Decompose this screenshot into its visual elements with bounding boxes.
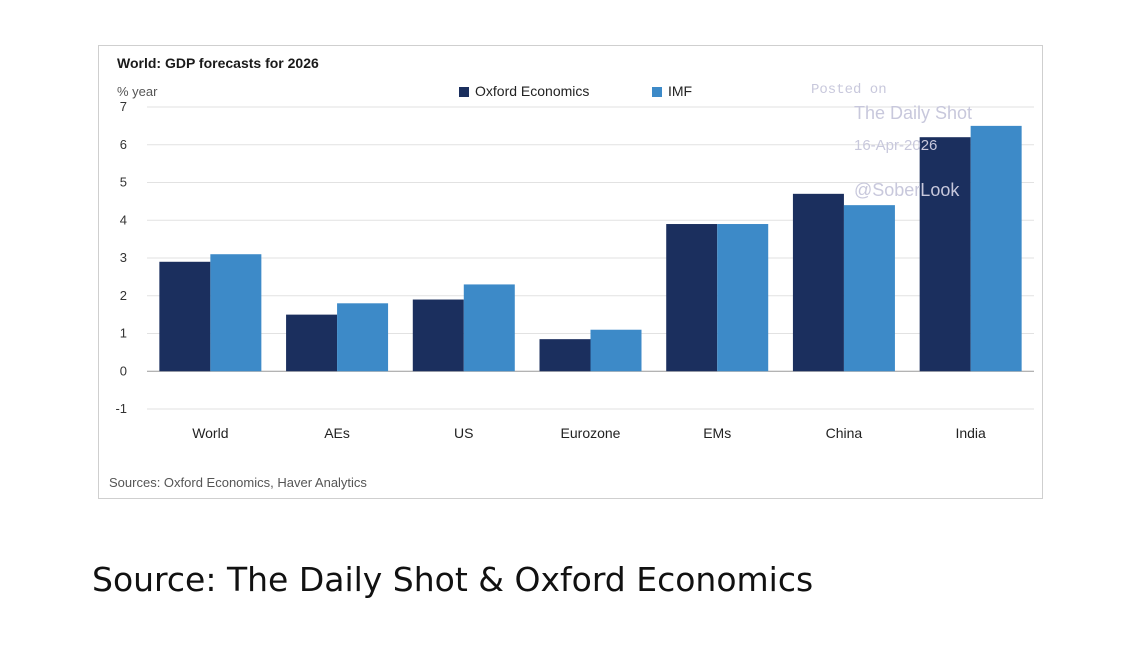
legend-swatch-oxford-economics (459, 87, 469, 97)
bar-oxford-economics-aes (286, 314, 338, 372)
bar-imf-china (843, 205, 895, 372)
watermark-line-1: Posted on (811, 82, 887, 98)
legend: Oxford Economics IMF (459, 83, 692, 99)
y-tick-label: 6 (120, 137, 127, 152)
y-axis-ticks: -1 0 1 2 3 4 5 6 7 (115, 99, 127, 416)
bar-oxford-economics-china (792, 193, 844, 372)
bars (159, 125, 1022, 372)
bar-imf-ems (717, 224, 769, 372)
bar-oxford-economics-india (919, 137, 971, 372)
x-category-label: US (454, 425, 473, 441)
bar-oxford-economics-ems (666, 224, 718, 372)
x-category-label: World (192, 425, 228, 441)
chart-panel: World: GDP forecasts for 2026 % year -1 0… (98, 45, 1043, 499)
bar-imf-india (970, 125, 1022, 372)
bar-imf-us (463, 284, 515, 372)
gdp-forecast-chart: World: GDP forecasts for 2026 % year -1 0… (109, 55, 1034, 490)
y-axis-unit-label: % year (117, 84, 158, 99)
chart-title: World: GDP forecasts for 2026 (117, 55, 319, 71)
source-note: Sources: Oxford Economics, Haver Analyti… (109, 475, 367, 490)
bar-oxford-economics-us (412, 299, 464, 372)
y-tick-label: 5 (120, 175, 127, 190)
watermark-line-4: @SoberLook (854, 180, 960, 200)
bar-imf-aes (337, 303, 389, 372)
bar-imf-world (210, 254, 262, 372)
y-tick-label: 1 (120, 326, 127, 341)
bar-oxford-economics-eurozone (539, 339, 591, 372)
y-tick-label: 3 (120, 250, 127, 265)
legend-label-oxford-economics: Oxford Economics (475, 83, 589, 99)
legend-label-imf: IMF (668, 83, 692, 99)
x-category-label: AEs (324, 425, 350, 441)
y-tick-label: 0 (120, 363, 127, 378)
x-category-label: Eurozone (561, 425, 621, 441)
x-category-label: India (955, 425, 986, 441)
x-axis-categories: World AEs US Eurozone EMs China India (192, 425, 986, 441)
y-tick-label: 2 (120, 288, 127, 303)
y-tick-label: 7 (120, 99, 127, 114)
bar-imf-eurozone (590, 329, 642, 372)
watermark-line-2: The Daily Shot (854, 103, 972, 123)
legend-swatch-imf (652, 87, 662, 97)
bar-oxford-economics-world (159, 261, 211, 372)
y-tick-label: -1 (115, 401, 127, 416)
watermark: Posted on The Daily Shot 16-Apr-2026 @So… (811, 82, 972, 200)
x-category-label: China (826, 425, 863, 441)
source-caption: Source: The Daily Shot & Oxford Economic… (92, 560, 814, 599)
y-tick-label: 4 (120, 212, 127, 227)
watermark-line-3: 16-Apr-2026 (854, 137, 937, 154)
x-category-label: EMs (703, 425, 731, 441)
